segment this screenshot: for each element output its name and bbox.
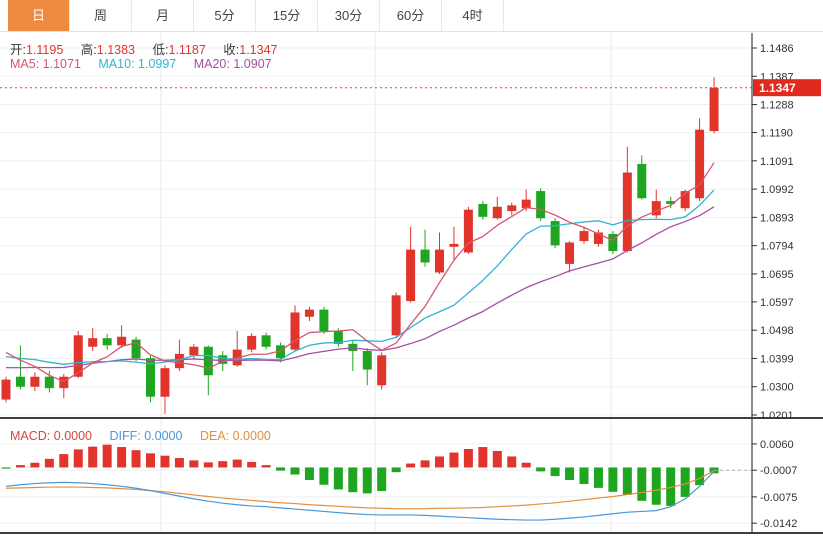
tab-day[interactable]: 日 xyxy=(8,0,70,31)
svg-text:1.1288: 1.1288 xyxy=(760,100,794,112)
tab-4hour[interactable]: 4时 xyxy=(442,0,504,31)
svg-text:1.0597: 1.0597 xyxy=(760,297,794,309)
svg-text:1.0794: 1.0794 xyxy=(760,241,794,253)
open-readout: 开:1.1195 xyxy=(10,43,64,57)
tab-15min[interactable]: 15分 xyxy=(256,0,318,31)
svg-text:1.0893: 1.0893 xyxy=(760,212,794,224)
period-toolbar: 日 周 月 5分 15分 30分 60分 4时 xyxy=(0,0,823,32)
tab-30min[interactable]: 30分 xyxy=(318,0,380,31)
tab-60min[interactable]: 60分 xyxy=(380,0,442,31)
svg-text:1.1347: 1.1347 xyxy=(759,81,796,95)
svg-text:1.1091: 1.1091 xyxy=(760,156,794,168)
ma10-readout: MA10: 1.0997 xyxy=(98,57,177,71)
svg-text:1.0695: 1.0695 xyxy=(760,269,794,281)
svg-text:1.0399: 1.0399 xyxy=(760,353,794,365)
svg-text:1.0201: 1.0201 xyxy=(760,410,794,422)
ohlc-readout: 开:1.1195 高:1.1383 低:1.1187 收:1.1347 xyxy=(10,39,291,58)
low-readout: 低:1.1187 xyxy=(152,43,206,57)
svg-text:0.0060: 0.0060 xyxy=(760,439,794,451)
svg-text:1.1486: 1.1486 xyxy=(760,43,794,55)
tab-5min[interactable]: 5分 xyxy=(194,0,256,31)
ma-readout: MA5: 1.1071 MA10: 1.0997 MA20: 1.0907 xyxy=(10,57,286,71)
dea-value-readout: DEA: 0.0000 xyxy=(199,429,271,443)
macd-readout: MACD: 0.0000 DIFF: 0.0000 DEA: 0.0000 xyxy=(10,429,285,443)
tab-month[interactable]: 月 xyxy=(132,0,194,31)
high-readout: 高:1.1383 xyxy=(80,43,135,57)
ma20-readout: MA20: 1.0907 xyxy=(193,57,272,71)
svg-text:1.0300: 1.0300 xyxy=(760,382,794,394)
svg-text:1.1190: 1.1190 xyxy=(760,128,793,140)
ma5-readout: MA5: 1.1071 xyxy=(10,57,81,71)
svg-text:1.0992: 1.0992 xyxy=(760,184,794,196)
svg-text:-0.0142: -0.0142 xyxy=(760,518,797,530)
svg-text:-0.0007: -0.0007 xyxy=(760,465,797,477)
macd-value-readout: MACD: 0.0000 xyxy=(10,429,92,443)
svg-text:-0.0075: -0.0075 xyxy=(760,492,797,504)
svg-text:1.0498: 1.0498 xyxy=(760,325,794,337)
close-readout: 收:1.1347 xyxy=(223,43,278,57)
tab-week[interactable]: 周 xyxy=(70,0,132,31)
diff-value-readout: DIFF: 0.0000 xyxy=(109,429,183,443)
